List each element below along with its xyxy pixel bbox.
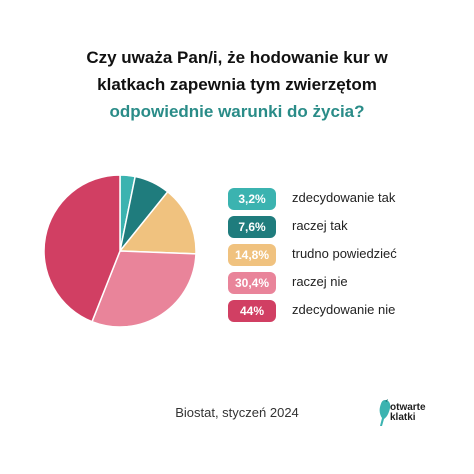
legend-label: raczej tak bbox=[292, 218, 348, 233]
bird-icon bbox=[379, 399, 391, 426]
legend-item: 30,4% raczej nie bbox=[228, 269, 468, 297]
title-line-2: klatkach zapewnia tym zwierzętom bbox=[97, 75, 377, 94]
legend-value-badge: 7,6% bbox=[228, 216, 276, 238]
pie-slice-4 bbox=[91, 250, 197, 328]
legend-label: zdecydowanie nie bbox=[292, 302, 396, 317]
pie-chart bbox=[43, 174, 197, 328]
logo-text-line-2: klatki bbox=[390, 412, 416, 423]
title-line-1: Czy uważa Pan/i, że hodowanie kur w bbox=[86, 48, 388, 67]
legend-item: 44% zdecydowanie nie bbox=[228, 297, 468, 325]
legend-item: 3,2% zdecydowanie tak bbox=[228, 185, 468, 213]
pie-slice-3 bbox=[118, 190, 197, 255]
logo: otwarte klatki bbox=[378, 396, 438, 430]
title-line-3: odpowiednie warunki do życia? bbox=[109, 102, 365, 121]
legend: 3,2% zdecydowanie tak 7,6% raczej tak 14,8% t… bbox=[228, 185, 468, 325]
legend-value-badge: 30,4% bbox=[228, 272, 276, 294]
legend-label: zdecydowanie tak bbox=[292, 190, 396, 205]
logo-text-line-1: otwarte bbox=[390, 402, 426, 413]
legend-value-badge: 3,2% bbox=[228, 188, 276, 210]
pie-slice-5 bbox=[43, 174, 121, 323]
source-note: Biostat, styczeń 2024 bbox=[175, 405, 299, 420]
legend-label: trudno powiedzieć bbox=[292, 246, 397, 261]
legend-value-badge: 14,8% bbox=[228, 244, 276, 266]
legend-label: raczej nie bbox=[292, 274, 348, 289]
legend-item: 14,8% trudno powiedzieć bbox=[228, 241, 468, 269]
legend-value-badge: 44% bbox=[228, 300, 276, 322]
legend-item: 7,6% raczej tak bbox=[228, 213, 468, 241]
